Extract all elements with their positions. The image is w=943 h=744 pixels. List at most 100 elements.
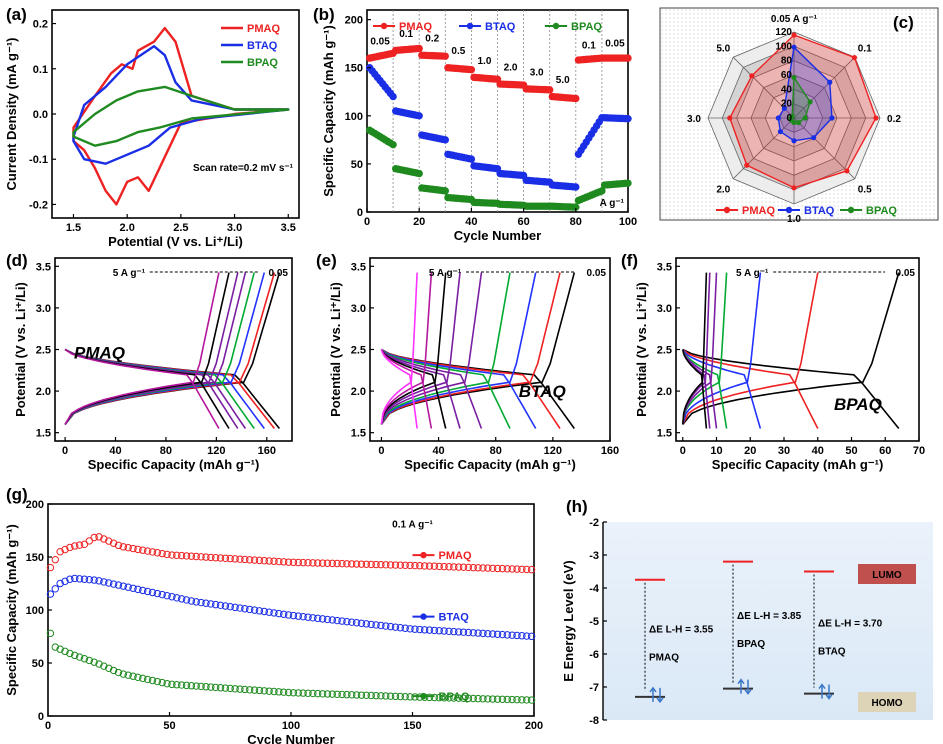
point-g-PMAQ-159 <box>430 562 439 570</box>
point-g-BPAQ-57 <box>182 681 191 690</box>
x-axis-label-a: Potential (V vs. Li⁺/Li) <box>108 234 243 249</box>
point-g-PMAQ-45 <box>153 549 162 557</box>
point-g-PMAQ-139 <box>382 561 390 569</box>
y-tick-label-d-1: 2.0 <box>36 386 51 398</box>
point-g-BPAQ-53 <box>173 681 181 689</box>
panel-label-b: (b) <box>313 5 335 24</box>
radar-point-PMAQ-5 <box>744 162 750 168</box>
cv-curve-BTAQ <box>72 45 290 165</box>
point-g-BTAQ-185 <box>493 630 502 638</box>
point-g-PMAQ-69 <box>211 553 220 562</box>
point-g-BPAQ-21 <box>95 660 103 668</box>
legend-marker-b-PMAQ <box>380 22 388 30</box>
rate-label-8: 0.1 <box>582 40 596 51</box>
point-g-BPAQ-13 <box>75 653 84 661</box>
point-g-PMAQ-185 <box>493 564 502 573</box>
radar-point-BTAQ-2 <box>829 115 835 121</box>
point-g-PMAQ-97 <box>280 558 288 566</box>
legend-label-b-BTAQ: BTAQ <box>485 21 516 33</box>
point-g-BTAQ-177 <box>474 629 482 637</box>
point-g-BTAQ-97 <box>280 610 288 618</box>
discharge-curve-e-3 <box>380 348 511 429</box>
point-g-BTAQ-95 <box>275 609 283 618</box>
point-g-BPAQ-143 <box>391 692 400 701</box>
y-axis-label-h: E Energy Level (eV) <box>561 560 576 681</box>
point-g-BTAQ-143 <box>391 623 400 631</box>
radar-point-BPAQ-1 <box>807 99 813 105</box>
point-g-PMAQ-161 <box>435 562 443 571</box>
radar-point-BTAQ-4 <box>791 138 797 144</box>
point-g-BPAQ-171 <box>459 694 468 702</box>
legend-marker-g-PMAQ <box>420 551 427 559</box>
point-g-BPAQ-61 <box>192 682 200 690</box>
point-g-BPAQ-185 <box>493 695 502 703</box>
x-tick-label-e-1: 40 <box>432 445 444 457</box>
point-g-BTAQ-113 <box>318 615 327 623</box>
point-b-BTAQ-100 <box>624 114 632 123</box>
discharge-curve-e-6 <box>380 349 447 429</box>
point-g-PMAQ-167 <box>450 563 458 571</box>
point-g-BPAQ-113 <box>318 690 327 698</box>
panel-label-f: (f) <box>621 251 638 270</box>
y-tick-label-f-0: 1.5 <box>657 428 672 440</box>
x-tick-label-a-0: 1.5 <box>66 222 81 234</box>
point-g-BPAQ-105 <box>299 689 307 697</box>
point-g-BTAQ-19 <box>90 576 98 584</box>
point-g-BPAQ-159 <box>430 693 439 702</box>
legend-label-a-BTAQ: BTAQ <box>247 40 278 52</box>
point-g-BPAQ-173 <box>464 694 473 703</box>
radar-point-BTAQ-0 <box>791 44 797 50</box>
panel-b: 0.05 0.1 0.2 0.5 1.0 2.0 3.0 5.0 0.1 0.05 A g⁻¹ 0 20… <box>313 5 637 243</box>
point-g-BPAQ-43 <box>148 676 157 685</box>
point-g-PMAQ-151 <box>411 561 419 570</box>
point-g-BPAQ-31 <box>119 670 128 678</box>
point-g-BTAQ-63 <box>197 598 205 607</box>
point-g-BTAQ-197 <box>523 632 531 640</box>
point-g-BTAQ-199 <box>527 632 536 641</box>
radar-rtick-5: 100 <box>775 41 792 52</box>
curve-label-d: PMAQ <box>74 344 125 363</box>
x-tick-label-g-0: 0 <box>45 720 51 732</box>
point-g-BPAQ-103 <box>294 689 302 697</box>
point-g-PMAQ-121 <box>338 559 346 568</box>
point-g-BPAQ-167 <box>450 694 458 702</box>
rate-label-7: 5.0 <box>556 75 570 86</box>
lumo-tag-label: LUMO <box>872 570 902 581</box>
gap-label-BTAQ: ΔE L-H = 3.70 <box>818 619 883 630</box>
x-tick-label-a-3: 3.0 <box>227 222 242 234</box>
point-g-PMAQ-57 <box>182 552 191 560</box>
energy-background <box>603 522 933 720</box>
point-g-BPAQ-65 <box>202 683 210 691</box>
point-g-BTAQ-183 <box>488 630 497 638</box>
cv-curve-BPAQ <box>72 85 290 147</box>
point-g-BPAQ-63 <box>197 682 205 691</box>
point-g-PMAQ-91 <box>265 557 273 565</box>
point-g-BTAQ-161 <box>435 627 443 635</box>
point-b-BTAQ-80 <box>572 183 580 191</box>
x-tick-label-f-5: 50 <box>845 445 857 457</box>
point-g-BPAQ-147 <box>401 692 409 701</box>
y-tick-label-h-5: -7 <box>589 682 599 694</box>
point-g-BTAQ-165 <box>445 627 453 636</box>
point-g-PMAQ-195 <box>518 565 526 573</box>
point-g-BPAQ-169 <box>454 694 463 702</box>
point-g-PMAQ-73 <box>221 554 230 562</box>
point-g-PMAQ-39 <box>139 546 147 554</box>
point-g-BTAQ-127 <box>352 619 361 627</box>
gap-label-BPAQ: ΔE L-H = 3.85 <box>737 611 802 622</box>
point-g-PMAQ-181 <box>484 564 492 572</box>
point-g-BTAQ-99 <box>284 611 293 619</box>
point-b-PMAQ-20 <box>415 44 423 53</box>
homo-tag-label: HOMO <box>871 698 902 709</box>
radar-axis-label-2: 0.2 <box>887 114 901 125</box>
point-g-PMAQ-163 <box>440 562 448 571</box>
point-b-BPAQ-100 <box>624 179 632 187</box>
point-b-BPAQ-10 <box>389 140 397 149</box>
radar-rtick-3: 60 <box>781 70 793 81</box>
point-g-BTAQ-87 <box>255 607 264 615</box>
radar-point-PMAQ-7 <box>749 73 755 79</box>
point-g-BTAQ-109 <box>309 614 317 622</box>
y-tick-label-e-2: 2.5 <box>351 345 366 357</box>
molecule-label-BPAQ: BPAQ <box>737 639 765 650</box>
point-g-PMAQ-189 <box>503 565 511 573</box>
